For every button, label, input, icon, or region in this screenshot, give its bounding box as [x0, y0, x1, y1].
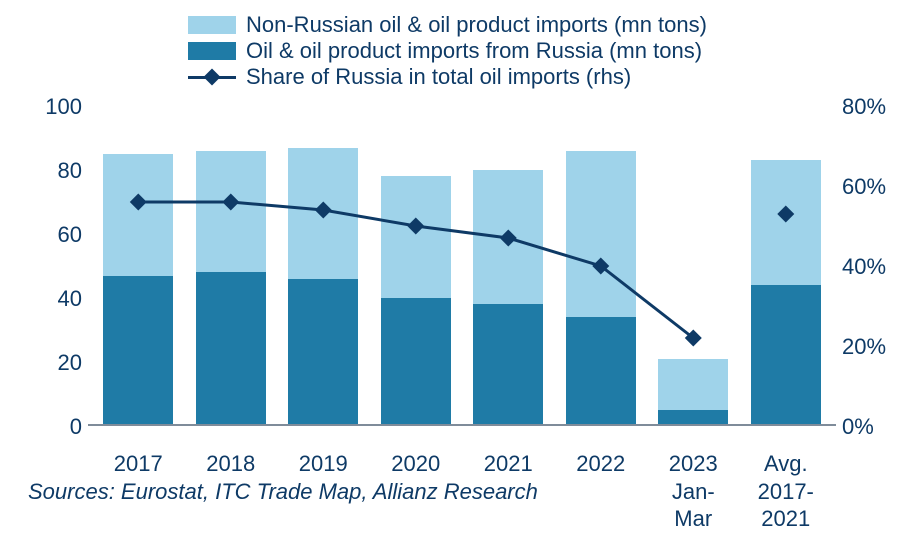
- x-tick-label: 2020: [366, 450, 466, 478]
- legend-item: Share of Russia in total oil imports (rh…: [188, 64, 894, 90]
- x-tick-label: 2021: [458, 450, 558, 478]
- legend-item: Non-Russian oil & oil product imports (m…: [188, 12, 894, 38]
- y-axis-right: 80%60%40%20%0%: [836, 96, 892, 436]
- legend-swatch: [188, 16, 236, 34]
- y-tick: 0%: [842, 414, 874, 440]
- y-tick: 60%: [842, 174, 886, 200]
- legend-swatch: [188, 42, 236, 60]
- x-tick-label: 2018: [181, 450, 281, 478]
- y-tick: 80%: [842, 94, 886, 120]
- x-tick-label: 2022: [551, 450, 651, 478]
- legend-label: Oil & oil product imports from Russia (m…: [246, 38, 702, 64]
- source-note: Sources: Eurostat, ITC Trade Map, Allian…: [28, 479, 538, 505]
- share-marker: [222, 194, 239, 211]
- y-tick: 20: [58, 350, 82, 376]
- y-tick: 0: [70, 414, 82, 440]
- share-marker: [777, 206, 794, 223]
- chart-container: Non-Russian oil & oil product imports (m…: [0, 0, 922, 519]
- x-tick-label: 2019: [273, 450, 373, 478]
- line-layer: [92, 106, 832, 426]
- y-tick: 40: [58, 286, 82, 312]
- plot-outer: 100806040200 80%60%40%20%0% 201720182019…: [32, 96, 892, 436]
- legend-label: Non-Russian oil & oil product imports (m…: [246, 12, 707, 38]
- y-tick: 100: [45, 94, 82, 120]
- legend-item: Oil & oil product imports from Russia (m…: [188, 38, 894, 64]
- x-tick-label: Avg.2017-2021: [736, 450, 836, 533]
- legend-line-swatch: [188, 68, 236, 86]
- y-tick: 80: [58, 158, 82, 184]
- share-marker: [500, 230, 517, 247]
- y-tick: 20%: [842, 334, 886, 360]
- x-tick-label: 2017: [88, 450, 188, 478]
- legend-label: Share of Russia in total oil imports (rh…: [246, 64, 631, 90]
- y-tick: 40%: [842, 254, 886, 280]
- x-tick-label: 2023Jan-Mar: [643, 450, 743, 533]
- share-marker: [130, 194, 147, 211]
- y-axis-left: 100806040200: [32, 96, 88, 436]
- share-marker: [315, 202, 332, 219]
- x-axis-line: [88, 424, 836, 426]
- plot-area: [92, 106, 832, 426]
- share-marker: [407, 218, 424, 235]
- y-tick: 60: [58, 222, 82, 248]
- legend: Non-Russian oil & oil product imports (m…: [188, 12, 894, 90]
